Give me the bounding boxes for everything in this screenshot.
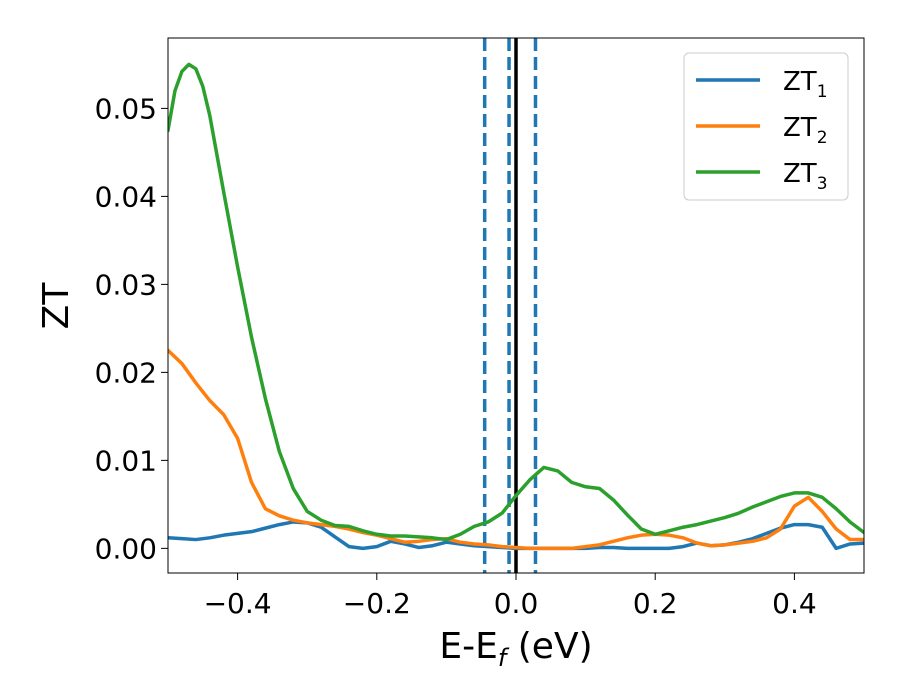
legend-label: ZT2 xyxy=(783,113,828,148)
x-tick-label: 0.0 xyxy=(494,587,539,620)
x-axis-ticks: −0.4 −0.2 0.0 0.2 0.4 xyxy=(204,573,817,620)
y-tick-label: 0.03 xyxy=(95,268,157,301)
vertical-reference-lines xyxy=(482,38,538,573)
x-tick-label: −0.2 xyxy=(343,587,411,620)
legend-label: ZT3 xyxy=(783,159,828,194)
x-tick-label: 0.4 xyxy=(772,587,817,620)
x-tick-label: −0.4 xyxy=(204,587,272,620)
series-line-zt2 xyxy=(168,348,864,551)
y-axis-ticks: 0.00 0.01 0.02 0.03 0.04 0.05 xyxy=(95,92,168,565)
legend-box xyxy=(683,52,849,201)
legend-label: ZT1 xyxy=(783,67,828,102)
series-line-zt3 xyxy=(168,62,864,542)
y-tick-label: 0.01 xyxy=(95,444,157,477)
y-tick-label: 0.04 xyxy=(95,180,157,213)
legend: ZT1 ZT2 ZT3 xyxy=(683,52,849,201)
y-axis-label: ZT xyxy=(36,282,77,330)
y-tick-label: 0.02 xyxy=(95,356,157,389)
x-tick-label: 0.2 xyxy=(633,587,678,620)
y-tick-label: 0.00 xyxy=(95,532,157,565)
series-lines xyxy=(168,62,864,551)
x-axis-label-unit: (eV) xyxy=(506,626,592,667)
x-axis-label: E-Ef (eV) xyxy=(439,626,592,672)
y-tick-label: 0.05 xyxy=(95,92,157,125)
x-axis-label-main: E-E xyxy=(439,626,497,667)
